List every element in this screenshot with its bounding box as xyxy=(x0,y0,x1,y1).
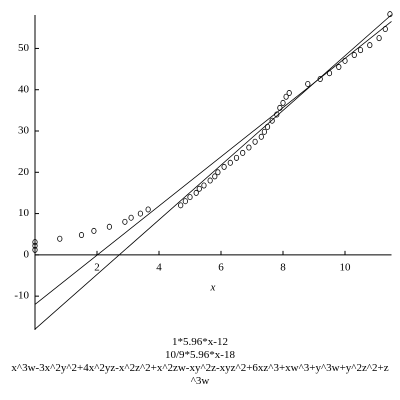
point xyxy=(145,206,151,213)
point xyxy=(317,75,323,82)
x-tick-label: 8 xyxy=(280,261,286,273)
point xyxy=(246,144,252,151)
point xyxy=(382,26,388,33)
point xyxy=(261,128,267,135)
point xyxy=(305,80,311,87)
y-tick-label: 10 xyxy=(18,207,30,219)
point xyxy=(221,163,227,170)
point xyxy=(269,117,275,124)
point xyxy=(326,70,333,77)
point xyxy=(182,198,188,205)
point xyxy=(342,57,348,64)
point xyxy=(106,223,113,230)
point xyxy=(274,111,280,118)
fit-line xyxy=(34,14,392,330)
point xyxy=(196,185,202,192)
point xyxy=(32,239,38,246)
point xyxy=(122,218,128,225)
point xyxy=(376,35,382,42)
point xyxy=(137,210,143,217)
x-tick-label: 10 xyxy=(340,261,352,273)
x-tick-label: 6 xyxy=(218,261,224,273)
y-tick-label: 50 xyxy=(18,42,30,54)
point xyxy=(351,52,357,59)
point xyxy=(57,235,63,242)
point xyxy=(286,90,292,97)
point xyxy=(233,154,240,161)
y-tick-label: 40 xyxy=(18,83,30,95)
x-tick-label: 2 xyxy=(94,261,100,273)
y-tick-label: 30 xyxy=(18,125,30,137)
point xyxy=(357,47,364,54)
point xyxy=(367,42,373,49)
point xyxy=(187,194,193,201)
x-tick-label: 4 xyxy=(156,261,162,273)
y-tick-label: 0 xyxy=(24,248,30,260)
point xyxy=(387,11,393,18)
point xyxy=(207,177,213,184)
y-tick-label: 20 xyxy=(18,166,30,178)
point xyxy=(252,138,258,145)
point xyxy=(264,123,271,130)
point xyxy=(258,133,264,140)
y-tick-label: -10 xyxy=(14,290,29,302)
fit-line xyxy=(34,21,392,305)
point xyxy=(32,246,38,253)
legend: 1*5.96*x-12 10/9*5.96*x-18 x^3w-3x^2y^2+4x… xyxy=(10,336,390,388)
point xyxy=(283,93,289,100)
point xyxy=(277,104,283,111)
point xyxy=(227,159,233,166)
legend-entry: x^3w-3x^2y^2+4x^2yz-x^2z^2+x^2zw-xy^2z-x… xyxy=(11,362,389,387)
point xyxy=(240,149,246,156)
point xyxy=(178,202,184,209)
point xyxy=(128,214,134,221)
point xyxy=(78,232,85,239)
legend-entry: 10/9*5.96*x-18 xyxy=(165,349,235,361)
point xyxy=(212,173,218,180)
legend-entry: 1*5.96*x-12 xyxy=(172,336,228,348)
point xyxy=(336,64,342,71)
point xyxy=(193,189,199,196)
x-axis-label: x xyxy=(210,282,216,294)
point xyxy=(201,182,207,189)
point xyxy=(215,169,221,176)
point xyxy=(280,99,286,106)
point xyxy=(91,227,97,234)
point xyxy=(32,242,38,249)
